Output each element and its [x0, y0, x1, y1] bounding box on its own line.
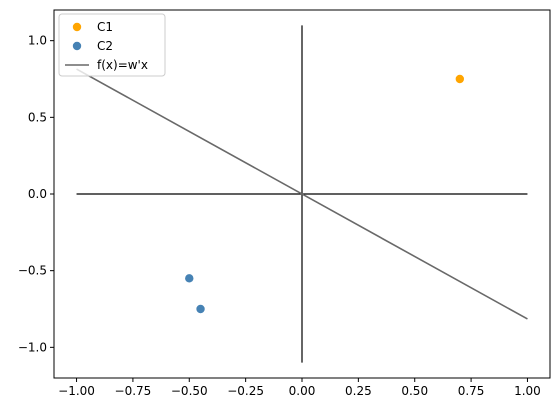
y-tick-label: 0.0: [28, 187, 47, 201]
y-tick-label: 0.5: [28, 110, 47, 124]
point-c1-0: [455, 74, 465, 84]
plot-content: [76, 25, 528, 363]
x-tick-label: −0.50: [171, 384, 208, 398]
y-tick-label: −1.0: [18, 340, 47, 354]
y-axis: −1.0 −0.5 0.0 0.5 1.0: [18, 34, 54, 354]
legend-marker-c2: [72, 41, 82, 51]
x-tick-label: −0.25: [227, 384, 264, 398]
x-tick-label: 0.50: [401, 384, 428, 398]
x-axis: −1.00 −0.75 −0.50 −0.25 0.00 0.25 0.50 0.75 1.00: [58, 378, 541, 398]
x-tick-label: 0.00: [289, 384, 316, 398]
legend-box: [58, 13, 166, 77]
legend-label: C1: [97, 20, 113, 34]
series-line-f: [76, 68, 528, 320]
point-c2-1: [196, 304, 205, 314]
x-tick-label: 0.75: [458, 384, 485, 398]
legend: C1 C2 f(x)=w'x: [58, 13, 166, 77]
legend-marker-c1: [72, 22, 82, 32]
x-tick-label: 1.00: [514, 384, 541, 398]
point-c2-0: [185, 274, 194, 283]
y-tick-label: −0.5: [18, 264, 47, 278]
y-tick-label: 1.0: [28, 34, 47, 48]
x-tick-label: 0.25: [345, 384, 372, 398]
x-tick-label: −0.75: [115, 384, 152, 398]
legend-label: f(x)=w'x: [97, 58, 148, 72]
x-tick-label: −1.00: [58, 384, 95, 398]
legend-label: C2: [97, 39, 113, 53]
